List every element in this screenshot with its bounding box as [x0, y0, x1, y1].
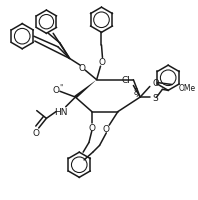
- Text: '': '': [59, 84, 63, 92]
- Text: OMe: OMe: [179, 84, 196, 92]
- Text: Cl: Cl: [122, 76, 130, 85]
- Polygon shape: [74, 80, 97, 99]
- Text: HN: HN: [54, 108, 68, 116]
- Text: O: O: [52, 85, 60, 94]
- Text: S: S: [153, 93, 158, 102]
- Text: O: O: [103, 125, 110, 134]
- Text: ξ: ξ: [133, 87, 137, 96]
- Text: O: O: [88, 123, 95, 132]
- Text: O: O: [79, 63, 86, 72]
- Text: O: O: [153, 79, 159, 88]
- Text: O: O: [99, 58, 106, 66]
- Text: O: O: [32, 129, 39, 138]
